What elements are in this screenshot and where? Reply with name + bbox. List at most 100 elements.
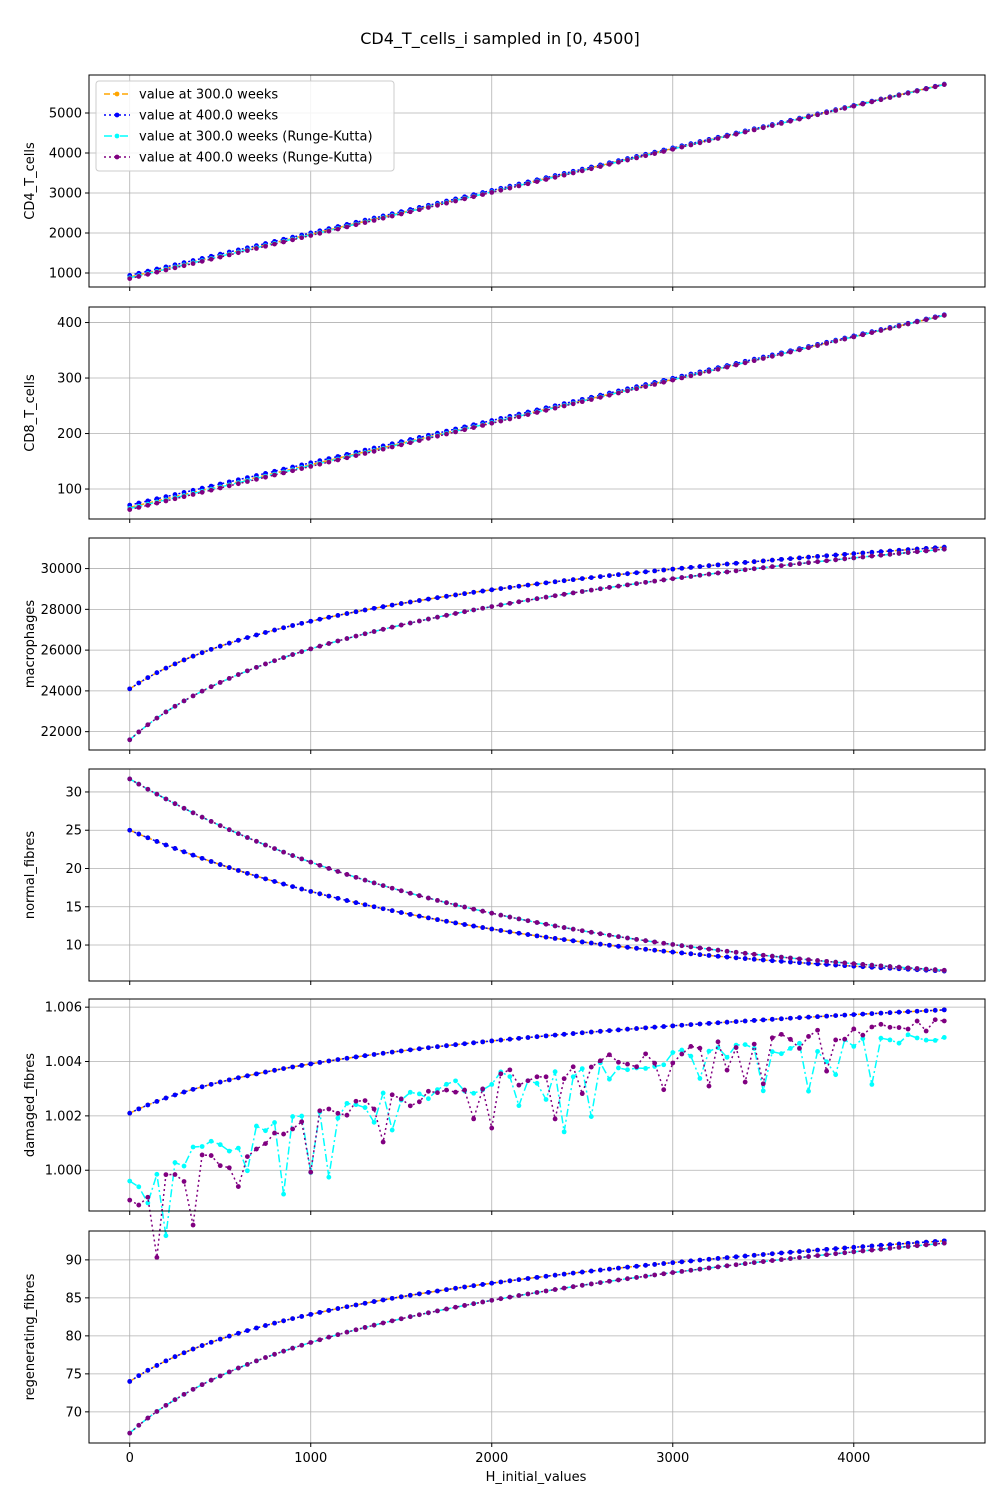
data-point (733, 1019, 739, 1024)
data-point (561, 1129, 567, 1135)
data-point (263, 1128, 268, 1134)
data-point (308, 889, 314, 894)
data-point (335, 457, 341, 463)
data-point (217, 862, 223, 867)
axes-frame (88, 1230, 986, 1444)
data-point (444, 918, 449, 924)
data-point (498, 1296, 504, 1302)
data-point (290, 468, 296, 474)
data-point (579, 1066, 585, 1072)
data-point (706, 946, 712, 952)
data-point (444, 1081, 449, 1087)
data-point (489, 1125, 495, 1131)
data-point (715, 136, 721, 141)
data-point (543, 594, 549, 600)
data-point (824, 1013, 830, 1019)
data-point (896, 551, 902, 556)
data-point (172, 801, 178, 807)
data-point (299, 620, 305, 626)
y-tick-label: 5000 (49, 107, 82, 122)
data-point (163, 1095, 169, 1101)
data-point (552, 579, 558, 585)
data-point (235, 481, 241, 487)
series-2 (127, 1007, 947, 1116)
data-point (661, 149, 667, 154)
data-point (607, 1278, 612, 1284)
data-point (769, 1258, 775, 1263)
data-point (326, 228, 332, 234)
data-point (742, 1018, 748, 1024)
subplot-3: 22000 24000 26000 28000 30000 macrophages (23, 537, 986, 754)
data-point (217, 485, 223, 491)
data-point (751, 1018, 757, 1023)
data-point (281, 655, 286, 660)
data-point (507, 600, 513, 606)
data-point (616, 1265, 621, 1271)
data-point (887, 1242, 893, 1248)
data-point (371, 1106, 377, 1112)
data-point (226, 1148, 232, 1154)
data-point (815, 554, 820, 559)
data-point (914, 1008, 920, 1014)
data-point (435, 1308, 440, 1314)
data-point (941, 1240, 947, 1246)
data-point (444, 900, 449, 906)
data-point (561, 172, 567, 178)
data-point (516, 599, 522, 605)
data-point (127, 502, 133, 508)
data-point (453, 1089, 458, 1095)
data-point (760, 558, 766, 564)
legend-entry: value at 300.0 weeks (104, 88, 278, 103)
data-point (145, 1102, 151, 1108)
data-point (136, 1184, 142, 1190)
data-point (362, 1325, 368, 1330)
data-point (398, 622, 404, 628)
data-point (851, 1244, 857, 1250)
data-point (588, 1268, 594, 1274)
data-point (688, 142, 694, 148)
data-point (172, 1397, 178, 1403)
data-point (281, 1348, 286, 1354)
data-point (652, 1272, 658, 1278)
data-point (625, 582, 630, 588)
data-point (941, 312, 947, 318)
data-point (896, 92, 902, 98)
data-point (742, 360, 748, 366)
data-point (941, 546, 947, 552)
data-point (299, 466, 305, 471)
data-point (480, 925, 486, 930)
data-point (670, 576, 676, 582)
data-point (869, 1243, 875, 1249)
data-point (579, 1282, 585, 1288)
y-tick-label: 70 (65, 1405, 82, 1420)
data-point (788, 349, 793, 355)
data-point (742, 560, 748, 565)
data-point (905, 965, 911, 971)
data-point (362, 631, 368, 637)
series-3 (127, 1032, 947, 1239)
data-point (742, 956, 748, 961)
data-point (489, 420, 495, 426)
data-point (896, 1244, 902, 1250)
data-point (588, 929, 594, 935)
data-point (362, 1105, 368, 1110)
data-point (588, 166, 594, 172)
y-axis-label: damaged_fibres (23, 1053, 38, 1157)
data-point (217, 1142, 223, 1148)
data-point (416, 438, 422, 443)
data-point (444, 593, 449, 599)
data-point (208, 1153, 214, 1158)
legend-label: value at 300.0 weeks (Runge-Kutta) (139, 130, 373, 145)
data-point (679, 1022, 685, 1028)
data-point (769, 557, 775, 563)
data-point (797, 1040, 802, 1046)
data-point (914, 1243, 920, 1249)
data-point (407, 1292, 413, 1298)
data-point (842, 105, 848, 111)
data-point (733, 1045, 739, 1050)
data-point (281, 1191, 286, 1197)
data-point (797, 561, 802, 567)
data-point (878, 1242, 884, 1248)
data-point (371, 880, 377, 886)
data-point (625, 571, 630, 577)
